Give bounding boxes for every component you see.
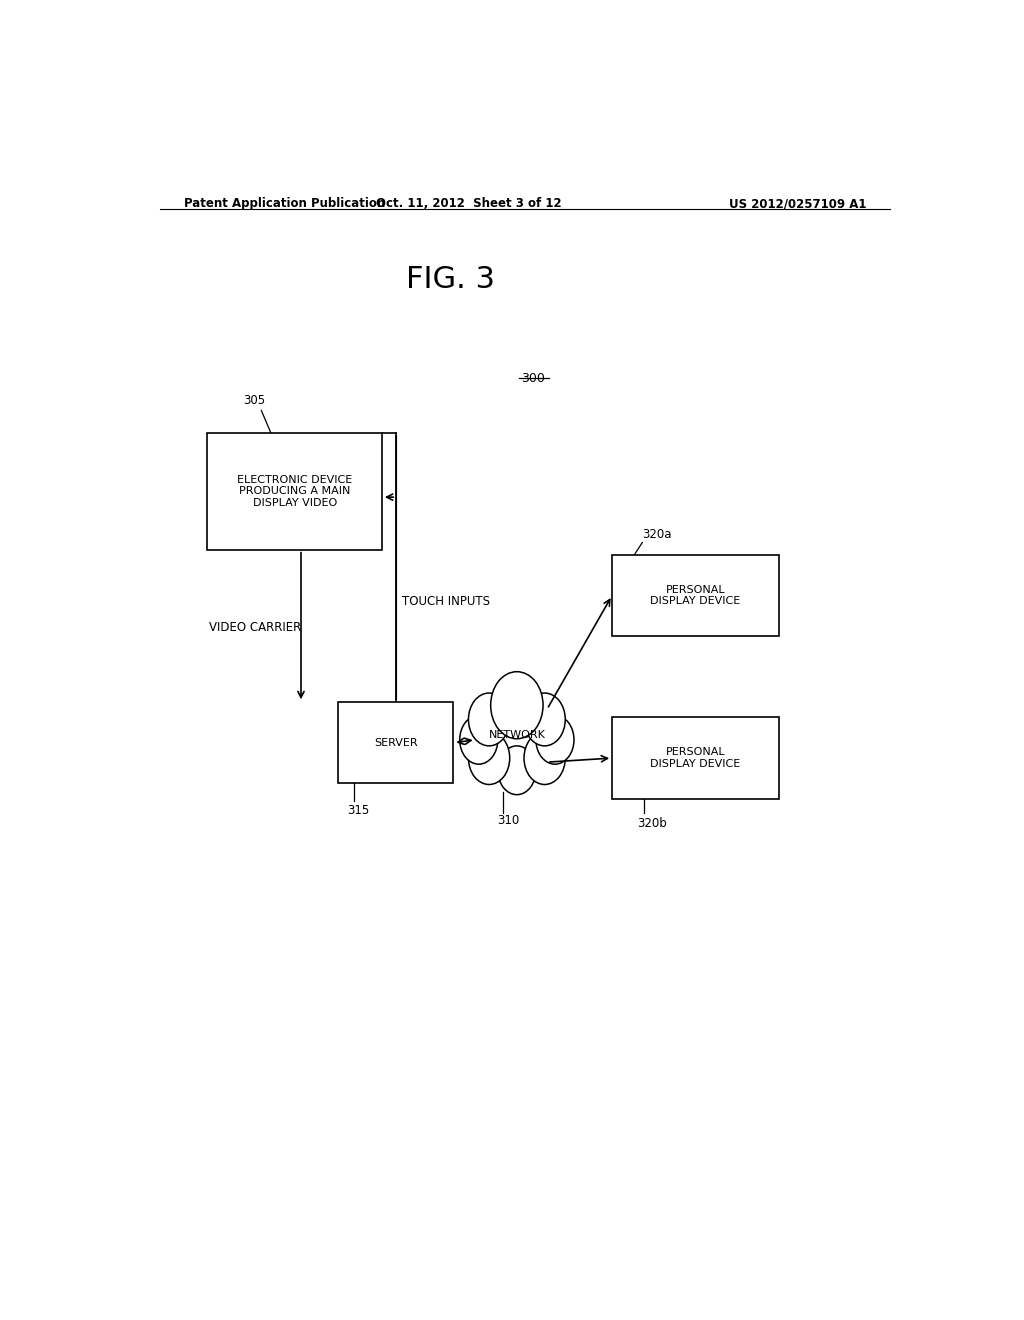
FancyBboxPatch shape bbox=[612, 718, 778, 799]
Text: Oct. 11, 2012  Sheet 3 of 12: Oct. 11, 2012 Sheet 3 of 12 bbox=[377, 197, 562, 210]
Text: 315: 315 bbox=[347, 804, 370, 817]
Text: Patent Application Publication: Patent Application Publication bbox=[183, 197, 385, 210]
Text: 310: 310 bbox=[497, 814, 519, 826]
FancyBboxPatch shape bbox=[207, 433, 382, 549]
Text: SERVER: SERVER bbox=[374, 738, 418, 748]
Circle shape bbox=[468, 731, 510, 784]
Circle shape bbox=[498, 746, 536, 795]
Circle shape bbox=[524, 693, 565, 746]
Text: 320b: 320b bbox=[637, 817, 667, 830]
Circle shape bbox=[468, 693, 510, 746]
Text: 320a: 320a bbox=[642, 528, 672, 541]
Text: 305: 305 bbox=[243, 395, 265, 408]
Text: FIG. 3: FIG. 3 bbox=[406, 265, 495, 294]
Text: PERSONAL
DISPLAY DEVICE: PERSONAL DISPLAY DEVICE bbox=[650, 747, 740, 768]
Text: 300: 300 bbox=[521, 372, 545, 385]
Text: ELECTRONIC DEVICE
PRODUCING A MAIN
DISPLAY VIDEO: ELECTRONIC DEVICE PRODUCING A MAIN DISPL… bbox=[237, 475, 352, 508]
FancyBboxPatch shape bbox=[338, 702, 454, 784]
FancyBboxPatch shape bbox=[612, 554, 778, 636]
Circle shape bbox=[536, 715, 574, 764]
Circle shape bbox=[460, 715, 498, 764]
Text: PERSONAL
DISPLAY DEVICE: PERSONAL DISPLAY DEVICE bbox=[650, 585, 740, 606]
Text: TOUCH INPUTS: TOUCH INPUTS bbox=[401, 595, 489, 609]
Circle shape bbox=[524, 731, 565, 784]
Text: VIDEO CARRIER: VIDEO CARRIER bbox=[209, 620, 301, 634]
Text: US 2012/0257109 A1: US 2012/0257109 A1 bbox=[728, 197, 866, 210]
Text: NETWORK: NETWORK bbox=[488, 730, 546, 739]
Circle shape bbox=[490, 672, 543, 739]
